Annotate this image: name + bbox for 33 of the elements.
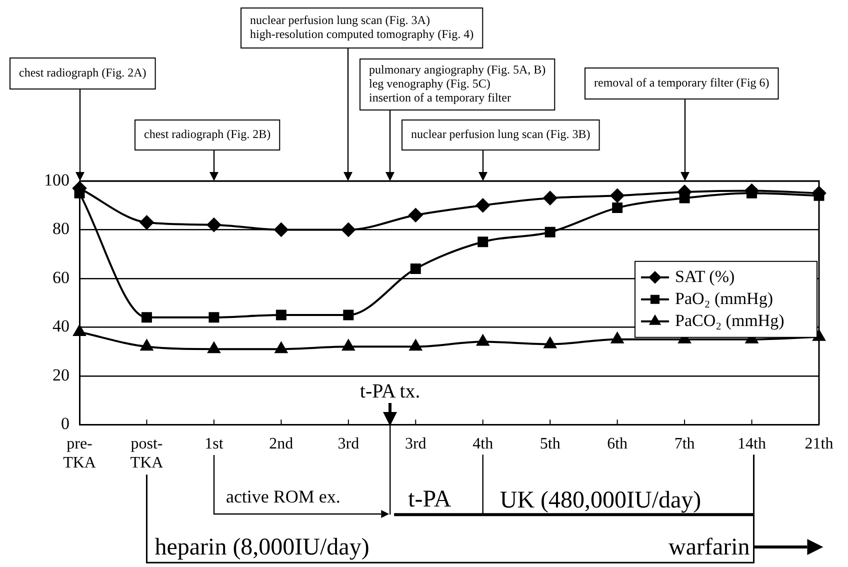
x-tick-label: 5th xyxy=(540,435,560,452)
text: UK (480,000IU/day) xyxy=(500,488,702,514)
text: pulmonary angiography (Fig. 5A, B) leg venography (Fig. 5C) insertion of a temporary filter xyxy=(369,62,546,105)
legend-label: PaCO₂ (mmHg) xyxy=(675,310,784,330)
x-tick-label: 2nd xyxy=(269,435,294,452)
annotation: t-PA tx. xyxy=(360,380,420,403)
x-tick-label: 3rd xyxy=(404,435,426,452)
text: t-PA xyxy=(408,486,452,513)
text: chest radiograph (Fig. 2A) xyxy=(19,66,146,80)
y-tick-label: 100 xyxy=(44,170,70,190)
x-tick-label: 3rd xyxy=(338,435,360,452)
y-tick-label: 20 xyxy=(52,365,70,384)
text: removal of a temporary filter (Fig 6) xyxy=(594,76,770,90)
x-tick-label: 7th xyxy=(674,435,695,452)
text: nuclear perfusion lung scan (Fig. 3A) high-resolution computed tomography (Fig. 4) xyxy=(250,13,474,42)
x-tick-label: 4th xyxy=(472,435,494,452)
y-tick-label: 40 xyxy=(52,316,70,336)
text: warfarin xyxy=(668,534,750,561)
y-tick-label: 80 xyxy=(52,219,70,238)
legend-label: PaO₂ (mmHg) xyxy=(675,288,773,308)
text: active ROM ex. xyxy=(226,486,340,507)
text: chest radiograph (Fig. 2B) xyxy=(144,127,271,142)
legend-label: SAT (%) xyxy=(675,266,735,286)
x-tick-label: 1st xyxy=(204,435,224,452)
x-tick-label: post- TKA xyxy=(130,435,164,472)
y-tick-label: 60 xyxy=(52,268,70,287)
x-tick-label: 6th xyxy=(607,435,628,452)
y-tick-label: 0 xyxy=(61,414,70,434)
text: heparin (8,000IU/day) xyxy=(154,534,370,561)
x-tick-label: 14th xyxy=(738,435,766,452)
x-tick-label: pre- TKA xyxy=(63,435,96,472)
x-tick-label: 21th xyxy=(804,435,834,452)
text: nuclear perfusion lung scan (Fig. 3B) xyxy=(411,127,590,142)
